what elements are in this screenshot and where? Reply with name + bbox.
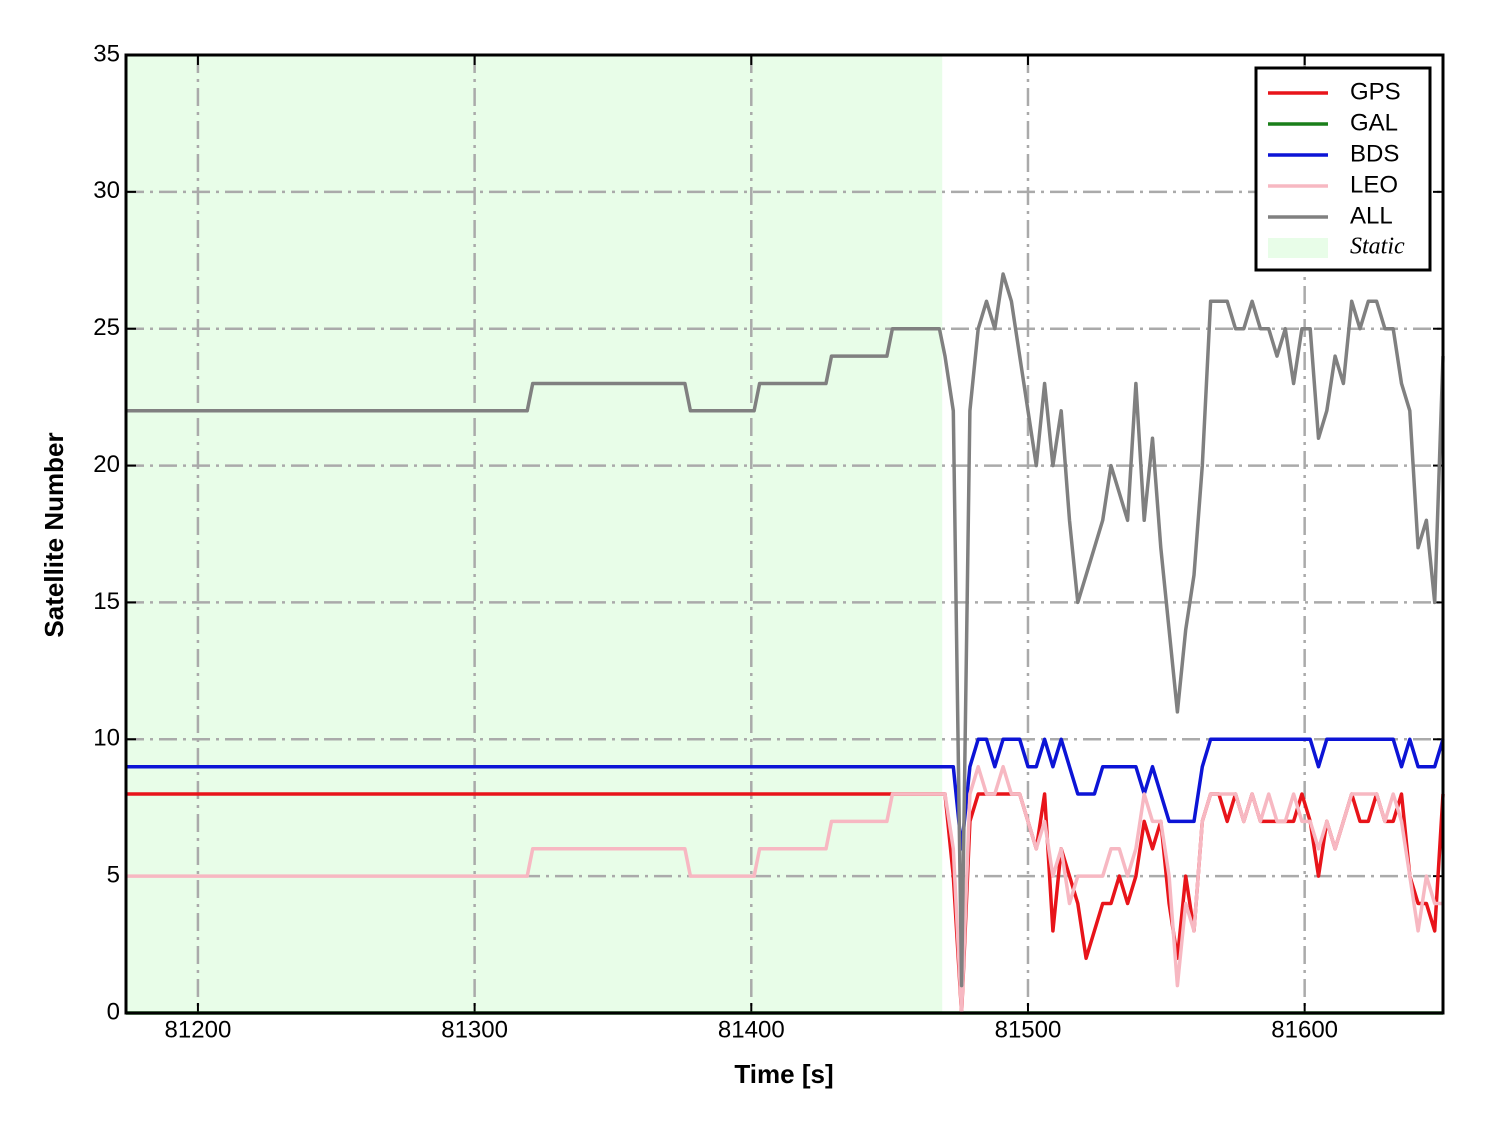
y-axis-label: Satellite Number <box>39 432 69 637</box>
y-tick-label: 25 <box>93 314 120 341</box>
legend-label: GAL <box>1350 109 1398 136</box>
y-tick-label: 15 <box>93 588 120 615</box>
legend-label: ALL <box>1350 202 1393 229</box>
x-tick-label: 81600 <box>1271 1016 1338 1043</box>
y-tick-label: 20 <box>93 451 120 478</box>
series-line <box>126 764 1443 1015</box>
y-tick-label: 5 <box>107 861 120 888</box>
legend-label: Static <box>1350 234 1405 260</box>
legend-patch <box>1268 238 1328 258</box>
x-tick-label: 81300 <box>441 1016 508 1043</box>
series-line <box>126 272 1445 988</box>
legend-box <box>1254 66 1432 272</box>
x-axis-label: Time [s] <box>734 1059 833 1089</box>
legend-label: GPS <box>1350 78 1401 105</box>
axes-frame <box>124 53 1445 1015</box>
legend-label: BDS <box>1350 140 1399 167</box>
x-tick-label: 81400 <box>718 1016 785 1043</box>
y-tick-label: 10 <box>93 725 120 752</box>
y-tick-label: 30 <box>93 177 120 204</box>
y-tick-label: 35 <box>93 40 120 67</box>
x-tick-label: 81500 <box>995 1016 1062 1043</box>
x-tick-label: 81200 <box>165 1016 232 1043</box>
static-region <box>126 55 943 1013</box>
legend-label: LEO <box>1350 171 1398 198</box>
y-tick-label: 0 <box>107 998 120 1025</box>
